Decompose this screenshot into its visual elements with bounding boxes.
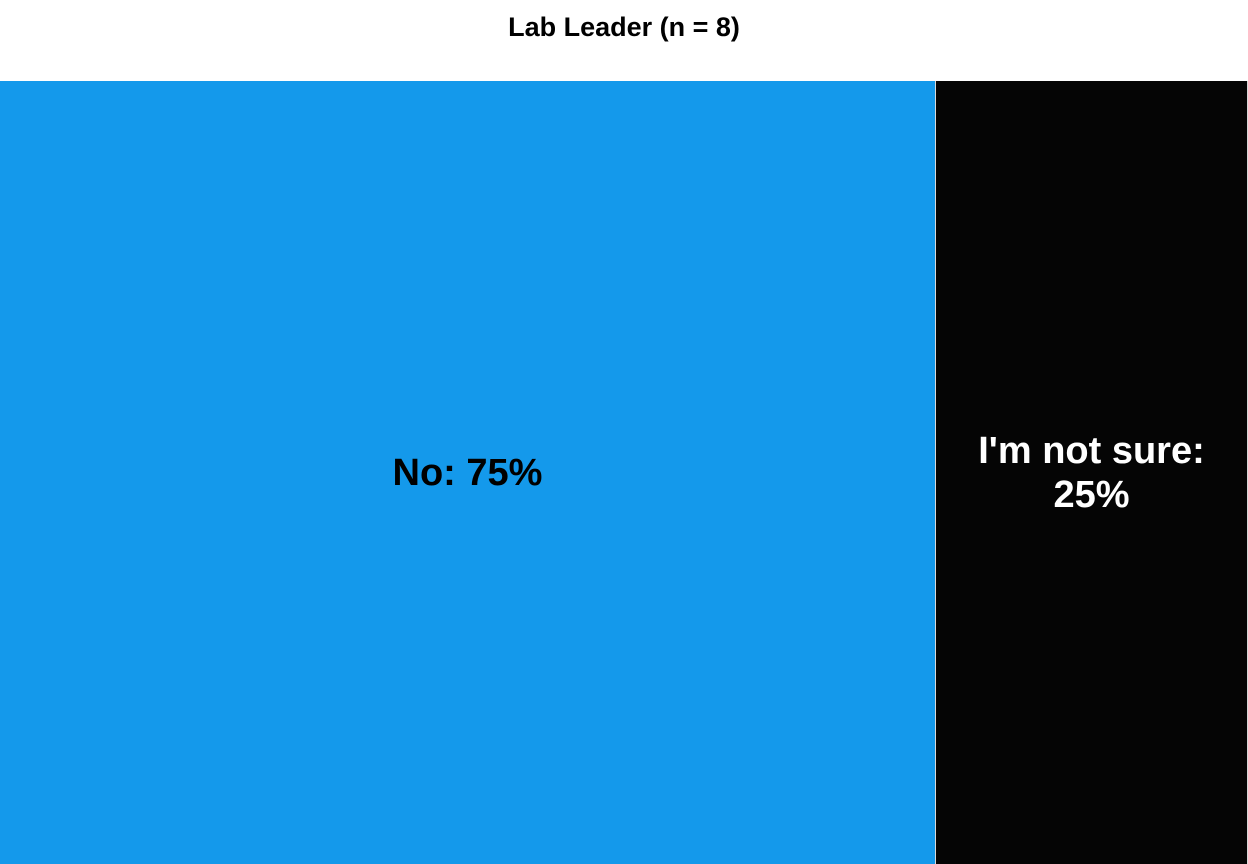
treemap-plot-area: No: 75% I'm not sure: 25%: [0, 81, 1248, 864]
treemap-tile-no: No: 75%: [0, 81, 936, 864]
treemap-tile-label: No: 75%: [392, 451, 543, 494]
chart-title: Lab Leader (n = 8): [508, 12, 740, 42]
treemap-tile-label: I'm not sure: 25%: [978, 429, 1205, 516]
treemap-tile-i-m-not-sure: I'm not sure: 25%: [936, 81, 1248, 864]
